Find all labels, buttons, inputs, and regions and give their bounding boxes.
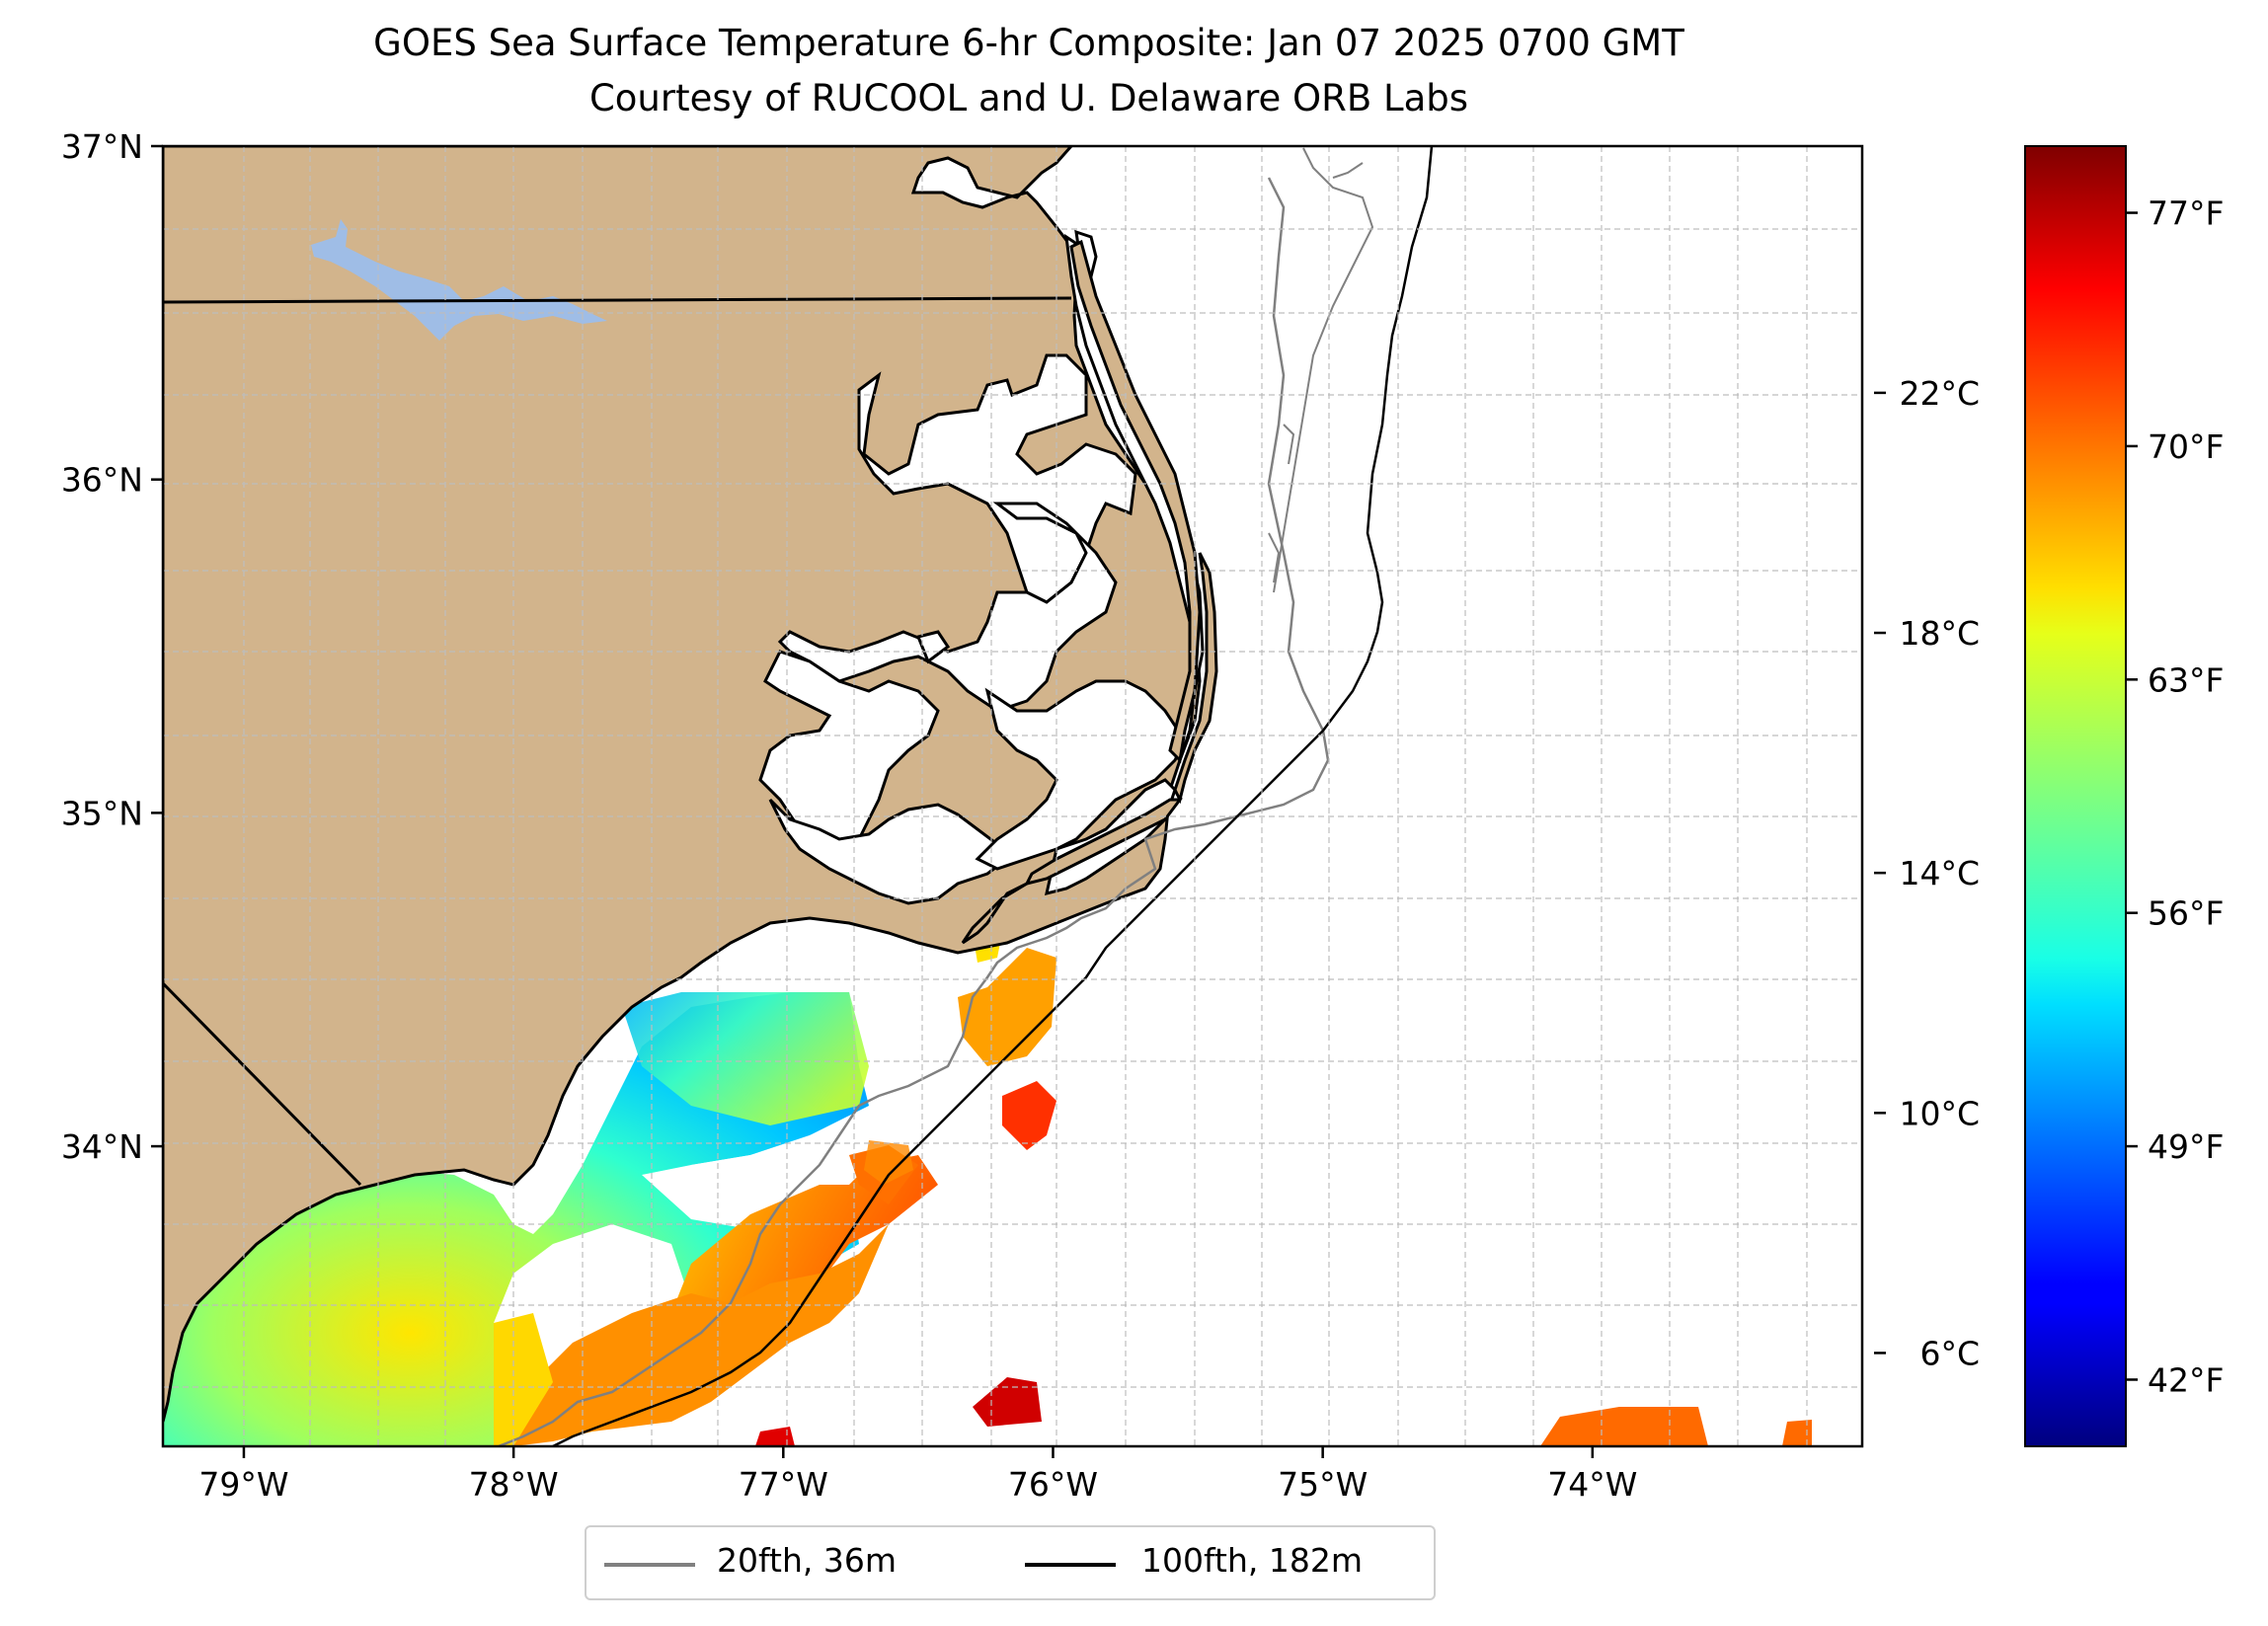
fahrenheit-tick-label: 49°F — [2148, 1127, 2224, 1166]
lon-tick-label: 79°W — [198, 1465, 288, 1504]
legend: 20fth, 36m 100fth, 182m — [585, 1525, 1436, 1600]
colorbar-celsius-axis: 6°C 10°C 14°C 18°C 22°C — [1874, 374, 1980, 1372]
sst-data-layer — [163, 923, 1812, 1446]
lon-tick-label: 75°W — [1278, 1465, 1368, 1504]
celsius-tick-label: 6°C — [1919, 1334, 1980, 1372]
fahrenheit-tick-label: 70°F — [2148, 427, 2224, 466]
colorbar-fahrenheit-axis: 42°F 49°F 56°F 63°F 70°F 77°F — [2126, 194, 2224, 1399]
legend-swatch-20fth — [604, 1563, 695, 1567]
state-borders — [163, 296, 1072, 1187]
gridlines — [163, 146, 1862, 1446]
lat-tick-label: 37°N — [61, 127, 143, 166]
lon-tick-label: 76°W — [1008, 1465, 1098, 1504]
legend-label-20fth: 20fth, 36m — [717, 1541, 897, 1580]
lon-tick-label: 77°W — [739, 1465, 828, 1504]
celsius-tick-label: 10°C — [1899, 1094, 1980, 1132]
isobath-100fth — [552, 146, 1434, 1446]
celsius-tick-label: 14°C — [1899, 854, 1980, 892]
colorbar — [2024, 145, 2127, 1447]
chart-subtitle: Courtesy of RUCOOL and U. Delaware ORB L… — [588, 77, 1469, 119]
lat-tick-label: 34°N — [61, 1127, 143, 1166]
lakes — [311, 219, 607, 341]
sounds — [758, 229, 1205, 905]
lon-tick-label: 74°W — [1547, 1465, 1637, 1504]
lat-tick-label: 36°N — [61, 461, 143, 500]
legend-swatch-100fth — [1025, 1563, 1116, 1567]
isobath-20fth — [498, 177, 1330, 1446]
legend-label-100fth: 100fth, 182m — [1141, 1541, 1363, 1580]
chart-title: GOES Sea Surface Temperature 6-hr Compos… — [373, 22, 1684, 64]
lon-tick-label: 78°W — [469, 1465, 559, 1504]
latitude-axis: 34°N 35°N 36°N 37°N — [61, 127, 163, 1166]
barrier-islands — [961, 239, 1218, 945]
fahrenheit-tick-label: 42°F — [2148, 1360, 2224, 1399]
celsius-tick-label: 18°C — [1899, 614, 1980, 653]
fahrenheit-tick-label: 77°F — [2148, 194, 2224, 233]
fahrenheit-tick-label: 63°F — [2148, 660, 2224, 699]
fahrenheit-tick-label: 56°F — [2148, 894, 2224, 933]
lat-tick-label: 35°N — [61, 794, 143, 832]
longitude-axis: 79°W 78°W 77°W 76°W 75°W 74°W — [198, 1446, 1637, 1504]
celsius-tick-label: 22°C — [1899, 374, 1980, 413]
map-frame — [161, 144, 1864, 1448]
isobath-20fth-detail — [1268, 147, 1374, 593]
